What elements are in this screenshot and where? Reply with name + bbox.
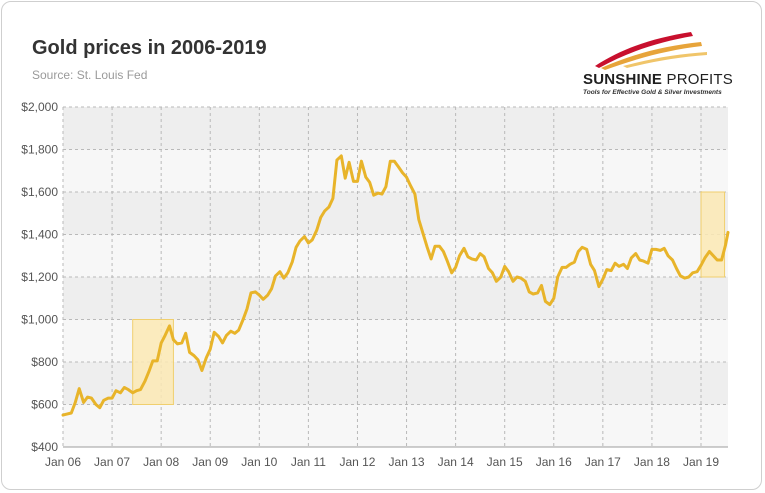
- logo-swoosh-icon: [595, 32, 707, 70]
- gold-price-line: [61, 154, 730, 417]
- y-tick-label: $1,800: [21, 143, 58, 157]
- x-tick-label: Jan 06: [45, 455, 81, 469]
- grid-band: [63, 277, 728, 320]
- x-tick-label: Jan 19: [683, 455, 719, 469]
- y-tick-label: $400: [31, 440, 58, 454]
- x-axis-tick-labels: Jan 06 Jan 07 Jan 08 Jan 09 Jan 10 Jan 11 Jan …: [45, 455, 719, 469]
- y-tick-label: $800: [31, 355, 58, 369]
- y-tick-label: $1,600: [21, 185, 58, 199]
- x-tick-label: Jan 15: [487, 455, 523, 469]
- x-tick-label: Jan 16: [536, 455, 572, 469]
- chart-title: Gold prices in 2006-2019: [32, 37, 267, 59]
- sunshine-profits-logo: SUNSHINE PROFITS Tools for Effective Gol…: [583, 28, 733, 98]
- x-tick-label: Jan 10: [241, 455, 277, 469]
- x-tick-label: Jan 08: [143, 455, 179, 469]
- x-tick-label: Jan 09: [192, 455, 228, 469]
- logo-name: SUNSHINE PROFITS: [583, 71, 733, 88]
- x-tick-label: Jan 07: [94, 455, 130, 469]
- chart-source: Source: St. Louis Fed: [32, 68, 148, 82]
- highlight-box: [700, 191, 726, 278]
- logo-name-light: PROFITS: [666, 71, 733, 88]
- y-tick-label: $2,000: [21, 100, 58, 114]
- y-tick-label: $1,000: [21, 313, 58, 327]
- x-tick-label: Jan 12: [339, 455, 375, 469]
- y-tick-label: $1,400: [21, 228, 58, 242]
- logo-name-bold: SUNSHINE: [583, 71, 663, 88]
- x-tick-label: Jan 18: [634, 455, 670, 469]
- grid-band: [63, 192, 728, 235]
- x-tick-label: Jan 13: [389, 455, 425, 469]
- x-tick-label: Jan 11: [291, 455, 326, 469]
- x-tick-label: Jan 17: [585, 455, 621, 469]
- grid-band: [63, 404, 728, 447]
- grid-band: [63, 107, 728, 150]
- logo-tagline: Tools for Effective Gold & Silver Invest…: [583, 89, 722, 96]
- y-axis-tick-labels: $400 $600 $800 $1,000 $1,200 $1,400 $1,600 $1,8…: [21, 100, 58, 454]
- grid-band: [63, 149, 728, 192]
- y-tick-label: $1,200: [21, 270, 58, 284]
- grid-band: [63, 234, 728, 277]
- y-tick-label: $600: [31, 398, 58, 412]
- x-tick-label: Jan 14: [438, 455, 474, 469]
